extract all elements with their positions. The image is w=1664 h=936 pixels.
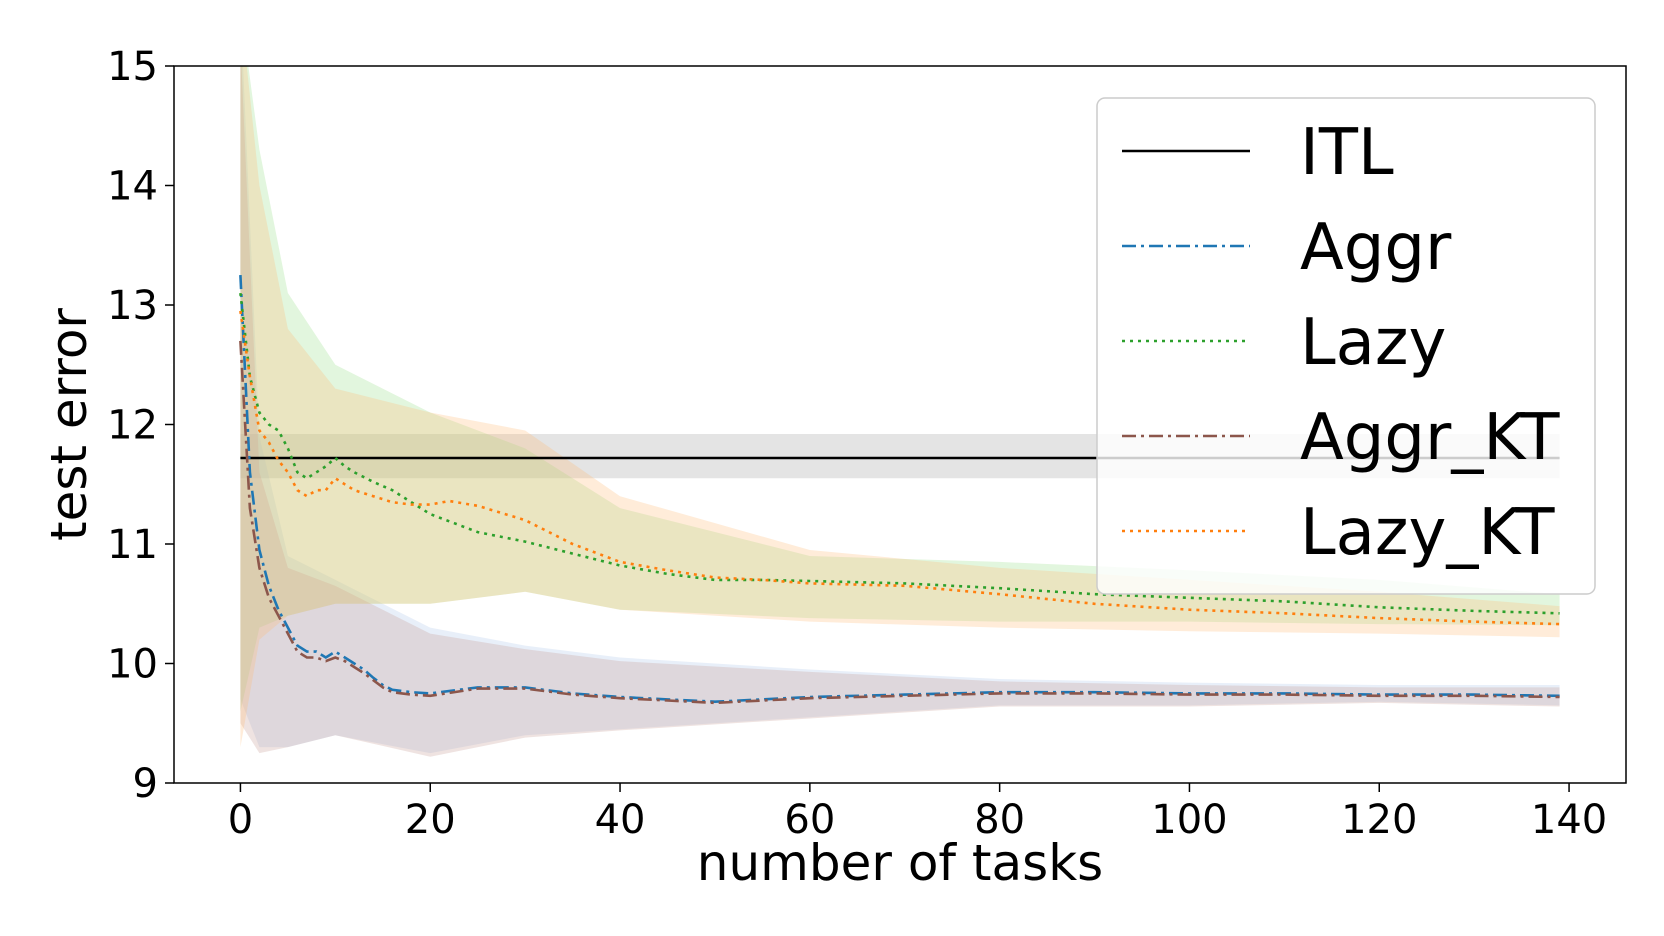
x-tick-label: 100 — [1151, 797, 1227, 843]
band-lazy — [240, 66, 1560, 712]
x-tick-label: 80 — [974, 797, 1025, 843]
legend-label-aggr: Aggr — [1300, 211, 1452, 285]
y-axis-label: test error — [40, 308, 98, 541]
series-line-lazy — [239, 292, 1560, 615]
legend-label-aggr-kt: Aggr_KT — [1300, 401, 1560, 475]
x-tick-label: 120 — [1341, 797, 1417, 843]
legend-label-lazy: Lazy — [1300, 306, 1446, 380]
y-tick-label: 15 — [107, 44, 158, 90]
y-tick-label: 10 — [107, 642, 158, 688]
y-tick-label: 13 — [107, 283, 158, 329]
y-tick-label: 14 — [107, 164, 158, 210]
x-tick-label: 140 — [1531, 797, 1607, 843]
legend-label-lazy-kt: Lazy_KT — [1300, 496, 1555, 570]
y-tick-label: 9 — [133, 761, 158, 807]
series-line-lazy-kt — [239, 310, 1560, 626]
x-axis-label: number of tasks — [697, 834, 1103, 892]
x-tick-label: 60 — [784, 797, 835, 843]
legend-label-itl: ITL — [1300, 116, 1394, 190]
band-aggr — [240, 66, 1560, 754]
y-axis-ticks: 9 10 11 12 13 14 15 — [107, 44, 174, 807]
legend-box — [1096, 97, 1596, 595]
y-tick-label: 11 — [107, 522, 158, 568]
x-tick-label: 20 — [405, 797, 456, 843]
y-tick-label: 12 — [107, 403, 158, 449]
legend: ITL Aggr Lazy Aggr_KT Lazy_KT — [1096, 97, 1596, 595]
series-line-aggr — [239, 275, 1560, 704]
x-axis-ticks: 0 20 40 60 80 100 120 140 — [228, 783, 1607, 843]
x-tick-label: 40 — [595, 797, 646, 843]
band-lazy-kt — [240, 66, 1560, 748]
x-tick-label: 0 — [228, 797, 253, 843]
band-aggr-kt — [240, 66, 1560, 757]
